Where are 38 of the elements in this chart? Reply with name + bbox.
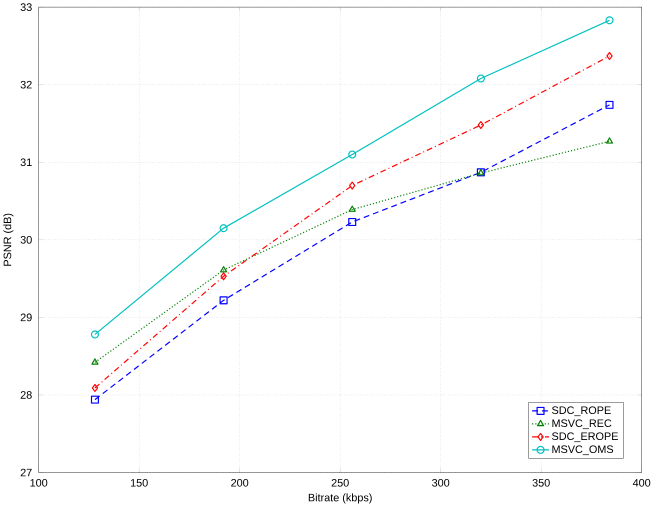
point [220,266,228,272]
y-tick-label: 29 [20,314,32,322]
x-axis-title: Bitrate (kbps) [308,494,372,504]
x-tick-label: 250 [332,479,349,487]
point [478,121,484,130]
point [348,150,356,159]
x-tick-label: 100 [30,479,48,487]
x-tick-label: 200 [231,479,248,487]
point [606,52,613,60]
y-tick-label: 27 [20,468,32,476]
point [220,272,227,280]
x-tick-label: 350 [532,479,550,487]
point [90,330,99,339]
point [605,100,614,109]
y-tick-label: 30 [20,236,32,244]
y-axis-title: PSNR (dB) [3,214,14,266]
y-tick-label: 33 [20,3,32,12]
point [348,218,356,226]
point [91,358,99,365]
legend-label: MSVC_REC [552,419,612,430]
point [349,182,356,190]
point [348,206,356,212]
legend-label: MSVC_OMS [552,445,614,456]
x-tick-label: 400 [632,479,650,487]
point [220,224,228,232]
y-tick-label: 32 [20,80,32,89]
legend-label: SDC_EROPE [552,432,618,442]
point [92,384,98,392]
y-tick-label: 28 [20,391,32,399]
point [476,74,485,83]
x-tick-label: 300 [432,479,450,487]
point [90,396,99,404]
point [605,16,614,24]
point [606,137,614,144]
point [220,296,228,304]
legend-label: SDC_ROPE [552,406,611,416]
y-tick-label: 31 [20,158,32,166]
x-tick-label: 150 [130,479,148,487]
